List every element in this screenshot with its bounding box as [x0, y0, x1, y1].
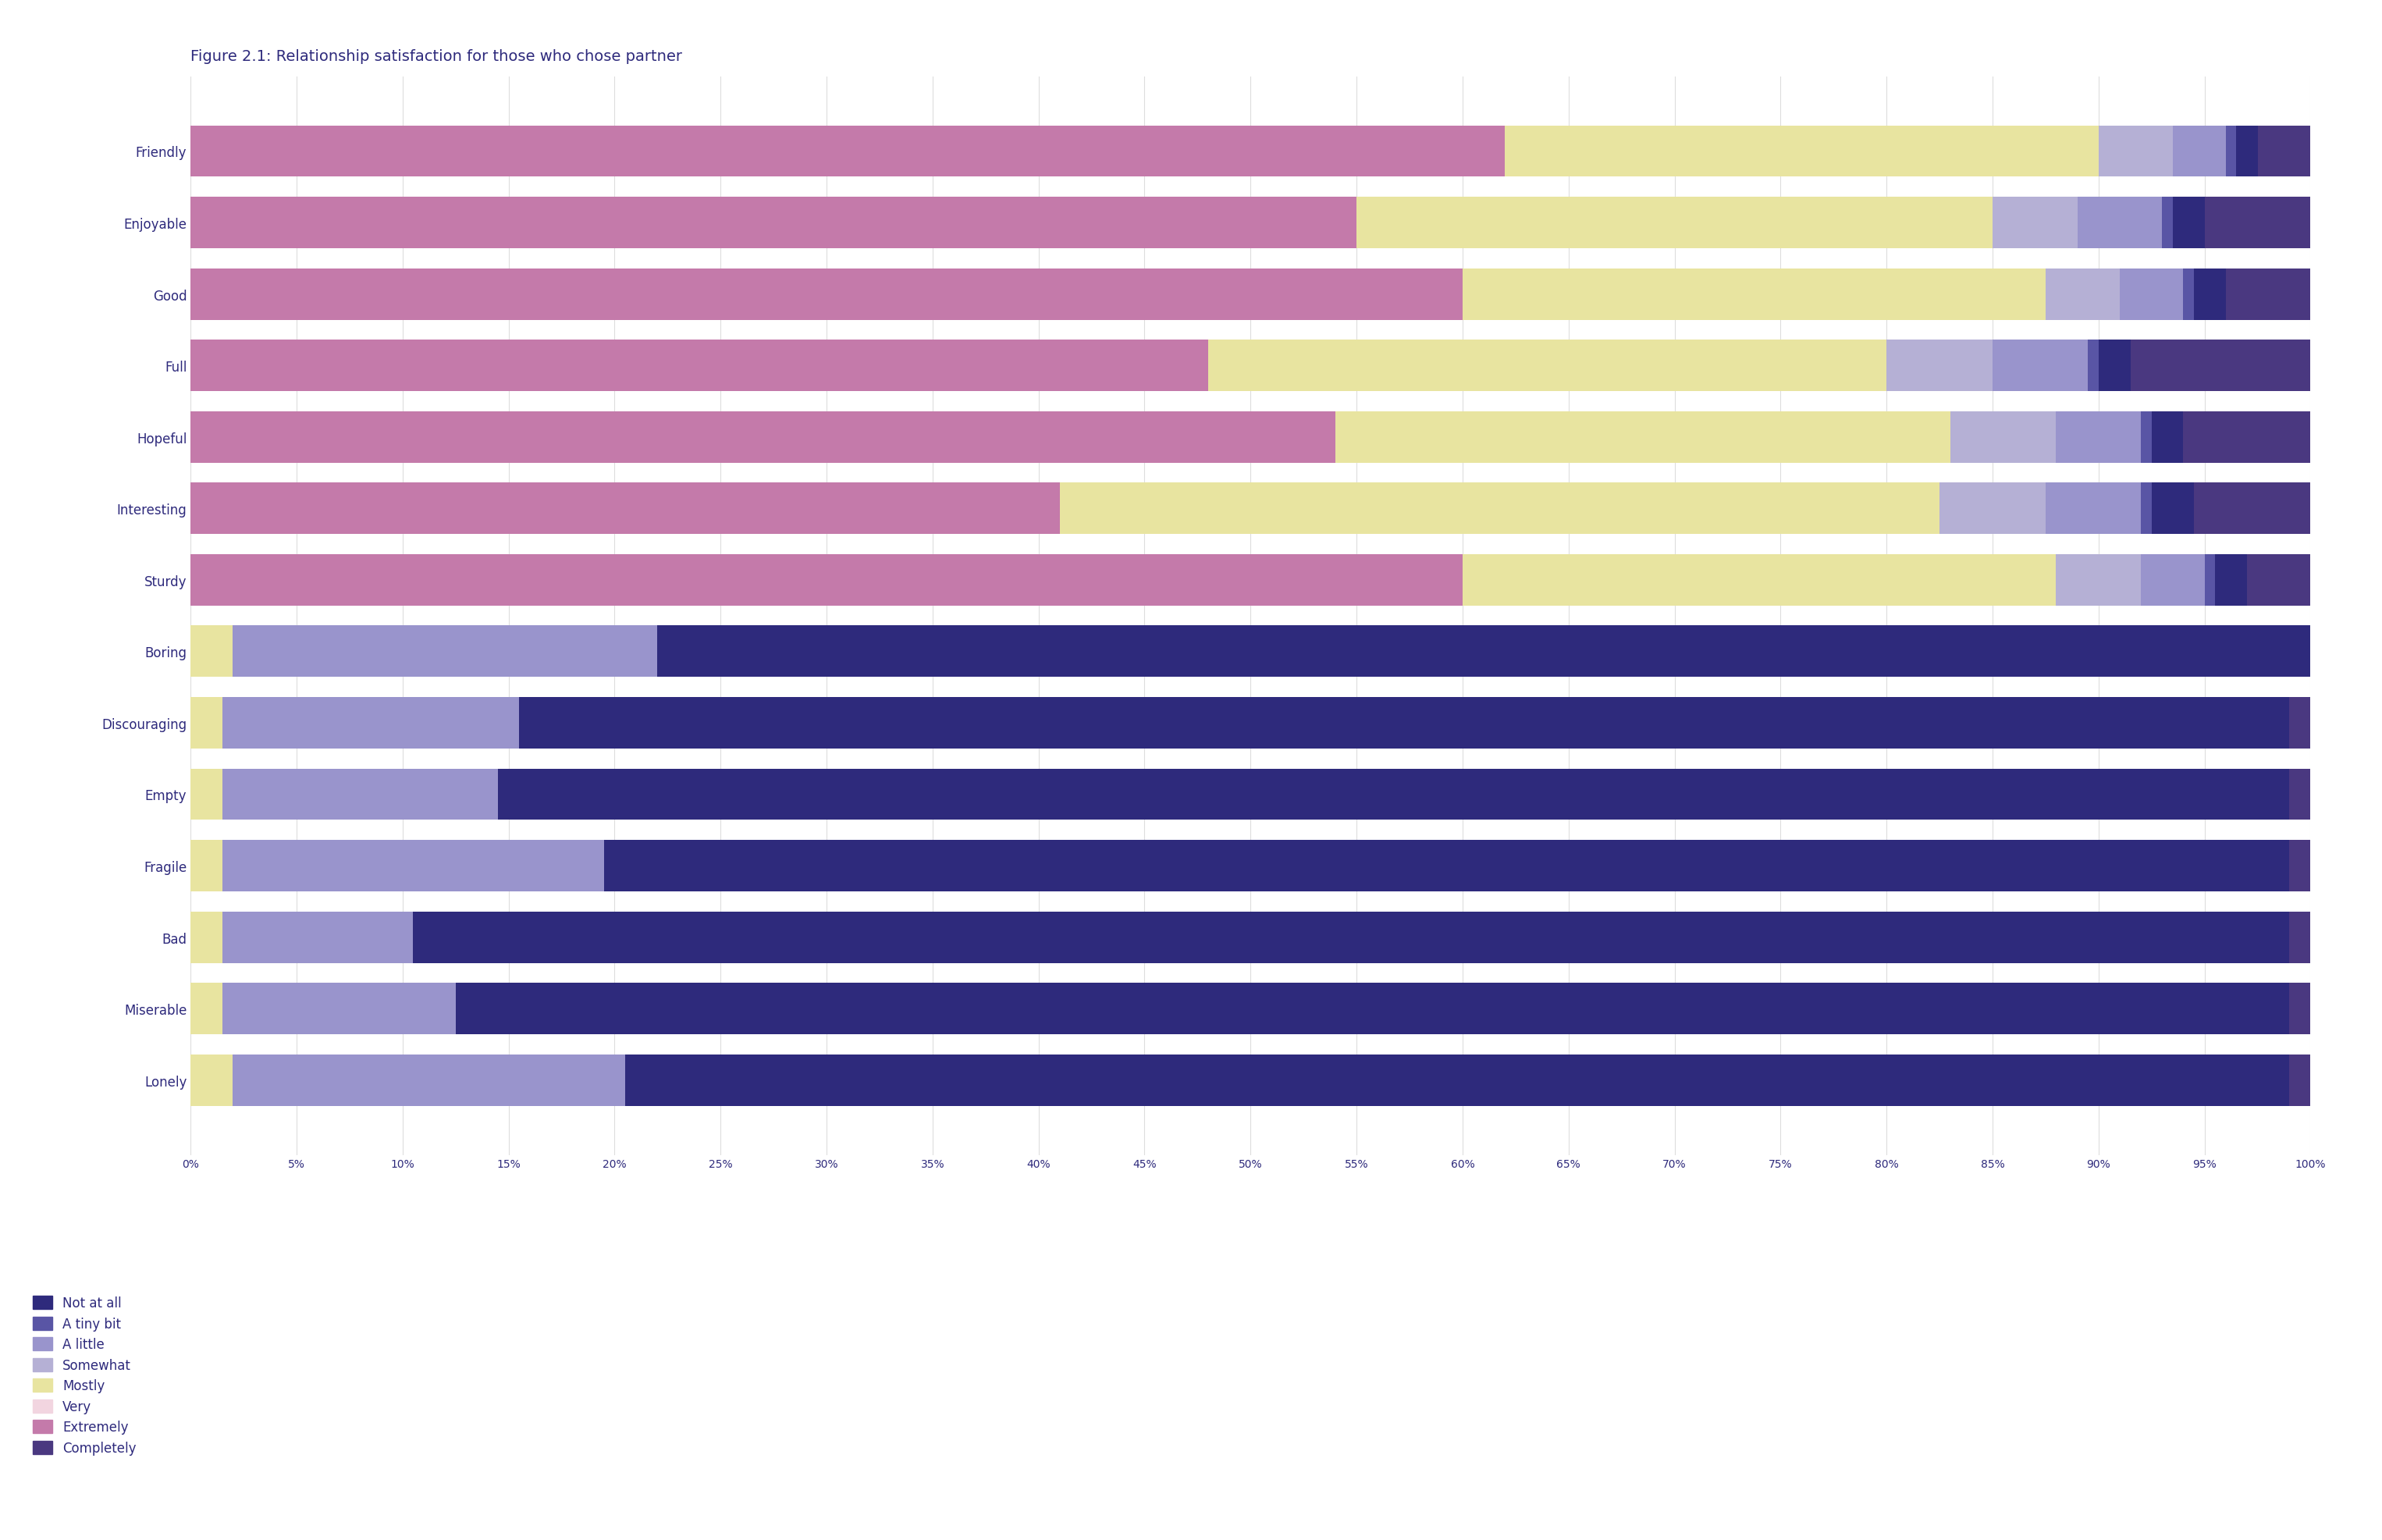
Bar — [2206, 554, 2215, 607]
Bar — [1336, 411, 1951, 464]
Bar — [191, 340, 1208, 391]
Bar — [2289, 768, 2311, 821]
Bar — [2046, 270, 2120, 320]
Bar — [519, 698, 2289, 748]
Bar — [222, 698, 519, 748]
Bar — [2289, 983, 2311, 1035]
Bar — [1060, 484, 1939, 534]
Bar — [191, 484, 1060, 534]
Bar — [2046, 484, 2141, 534]
Bar — [191, 912, 222, 962]
Bar — [1887, 340, 1991, 391]
Bar — [2089, 340, 2099, 391]
Bar — [191, 1055, 233, 1106]
Bar — [1208, 340, 1887, 391]
Bar — [233, 625, 657, 678]
Bar — [2206, 197, 2311, 249]
Bar — [1358, 197, 1994, 249]
Bar — [1991, 197, 2077, 249]
Bar — [2237, 126, 2258, 177]
Bar — [2289, 912, 2311, 962]
Bar — [2130, 340, 2311, 391]
Bar — [1939, 484, 2046, 534]
Bar — [2258, 126, 2311, 177]
Bar — [1991, 340, 2089, 391]
Bar — [1951, 411, 2056, 464]
Bar — [455, 983, 2289, 1035]
Text: Figure 2.1: Relationship satisfaction for those who chose partner: Figure 2.1: Relationship satisfaction fo… — [191, 49, 681, 63]
Bar — [1463, 554, 2056, 607]
Bar — [191, 270, 1463, 320]
Bar — [233, 1055, 624, 1106]
Bar — [2056, 554, 2141, 607]
Bar — [2077, 197, 2163, 249]
Bar — [2099, 126, 2172, 177]
Bar — [191, 983, 222, 1035]
Bar — [191, 554, 1463, 607]
Legend: Not at all, A tiny bit, A little, Somewhat, Mostly, Very, Extremely, Completely: Not at all, A tiny bit, A little, Somewh… — [29, 1291, 141, 1460]
Bar — [2172, 126, 2225, 177]
Bar — [605, 841, 2289, 892]
Bar — [2184, 411, 2311, 464]
Bar — [2141, 554, 2206, 607]
Bar — [2151, 484, 2194, 534]
Bar — [2141, 484, 2151, 534]
Bar — [191, 768, 222, 821]
Bar — [2141, 411, 2151, 464]
Bar — [1463, 270, 2046, 320]
Bar — [2225, 126, 2237, 177]
Bar — [191, 698, 222, 748]
Bar — [2120, 270, 2184, 320]
Bar — [2163, 197, 2172, 249]
Bar — [2246, 554, 2311, 607]
Bar — [1505, 126, 2099, 177]
Bar — [2225, 270, 2311, 320]
Bar — [222, 912, 412, 962]
Bar — [2289, 1055, 2311, 1106]
Bar — [2172, 197, 2206, 249]
Bar — [2151, 411, 2184, 464]
Bar — [191, 197, 1358, 249]
Bar — [2194, 484, 2311, 534]
Bar — [222, 983, 455, 1035]
Bar — [191, 126, 1505, 177]
Bar — [657, 625, 2311, 678]
Bar — [2099, 340, 2130, 391]
Bar — [2289, 841, 2311, 892]
Bar — [2184, 270, 2194, 320]
Bar — [191, 411, 1336, 464]
Bar — [624, 1055, 2289, 1106]
Bar — [498, 768, 2289, 821]
Bar — [2289, 698, 2311, 748]
Bar — [191, 625, 233, 678]
Bar — [2215, 554, 2246, 607]
Bar — [2194, 270, 2225, 320]
Bar — [412, 912, 2289, 962]
Bar — [222, 768, 498, 821]
Bar — [222, 841, 605, 892]
Bar — [2056, 411, 2141, 464]
Bar — [191, 841, 222, 892]
